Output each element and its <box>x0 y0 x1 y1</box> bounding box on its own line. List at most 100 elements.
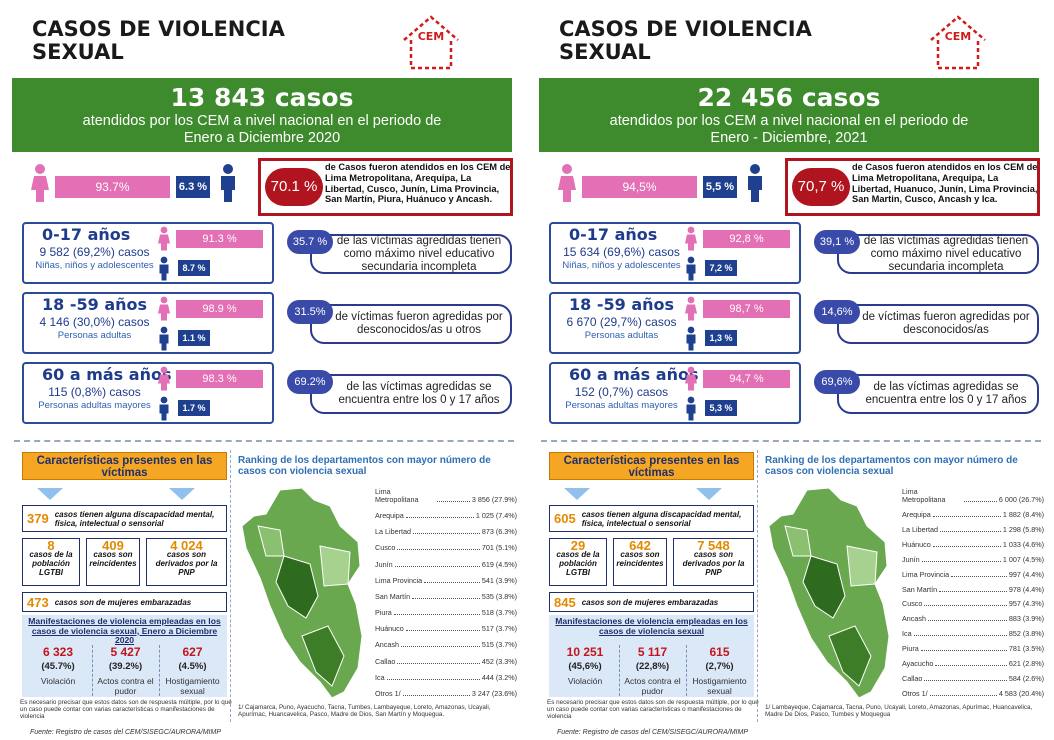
arrows <box>564 488 722 500</box>
panel: CASOS DE VIOLENCIA SEXUAL CEM 22 456 casos… <box>527 0 1049 740</box>
woman-icon-part <box>685 374 697 391</box>
man-icon <box>686 256 696 281</box>
ranking-value: 584 (2.6%) <box>1008 674 1044 684</box>
ranking-name: Huánuco <box>902 539 931 549</box>
case-text: casos son reincidentes <box>616 550 664 568</box>
man-icon-part <box>160 396 168 404</box>
age-box: 0-17 años 15 634 (69,6%) casos Niñas, niño… <box>549 222 801 284</box>
man-icon-part <box>159 264 169 281</box>
woman-icon-part <box>158 304 170 321</box>
case-text: casos de la población LGTBI <box>29 550 73 577</box>
map <box>768 487 890 699</box>
ranking-item: Cusco 957 (4.3%) <box>902 600 1044 608</box>
case-value: 4 024 <box>170 538 203 553</box>
logo-text: CEM <box>944 30 972 43</box>
cem-text: de Casos fueron atendidos en los CEM de … <box>852 162 1038 205</box>
ranking-item: La Libertad 1 298 (5.8%) <box>902 524 1044 534</box>
leader <box>935 665 1007 667</box>
woman-icon-part <box>558 176 576 202</box>
age-box: 60 a más años 115 (0,8%) casos Personas ad… <box>22 362 274 424</box>
leader <box>393 614 480 616</box>
manifest-percent: (45.7%) <box>41 661 75 672</box>
map-part <box>784 525 812 557</box>
disability-box: 605 casos tienen alguna discapacidad ment… <box>549 505 754 532</box>
man-icon-part <box>160 256 168 264</box>
map-part <box>828 625 872 687</box>
manifest-col: 627 (4.5%) Hostigamiento sexual <box>159 645 225 696</box>
ranking-value: 619 (4.5%) <box>481 559 517 569</box>
age-label: 0-17 años <box>42 225 131 244</box>
age-count: 4 146 (30,0%) casos <box>39 315 150 329</box>
woman-icon-part <box>685 304 697 321</box>
leader <box>913 635 1007 637</box>
ranking-item: Callao 584 (2.6%) <box>902 675 1044 683</box>
subtitle: atendidos por los CEM a nivel nacional e… <box>82 113 442 146</box>
leader <box>400 646 480 648</box>
separator <box>230 450 231 722</box>
disability-value: 605 <box>554 511 576 526</box>
woman-icon <box>685 226 697 251</box>
ranking-name: Piura <box>375 608 392 618</box>
manifest-percent: (4.5%) <box>178 661 207 672</box>
man-icon <box>159 256 169 281</box>
stat-text: de víctimas fueron agredidas por descono… <box>310 304 512 344</box>
ranking-value: 781 (3.5%) <box>1008 644 1044 654</box>
case-value: 29 <box>570 538 586 553</box>
ranking-title: Ranking de los departamentos con mayor n… <box>238 455 491 477</box>
ranking-item: Otros 1/3 247 (23.6%) <box>375 689 517 698</box>
ranking-value: 701 (5.1%) <box>481 543 517 553</box>
female-share: 93.7% <box>55 176 170 198</box>
logo <box>930 15 986 70</box>
manifest-percent: (22,8%) <box>635 661 670 672</box>
stat-percent: 39,1 % <box>814 230 860 254</box>
ranking-value: 978 (4.4%) <box>1008 584 1044 594</box>
age-label: 0-17 años <box>569 225 658 244</box>
ranking-list: Lima Metropolitana 3 856 (27.9%) Arequipa 1… <box>375 488 517 698</box>
ranking-item: Ica 444 (3.2%) <box>375 672 517 682</box>
case-box: 29 casos de la población LGTBI <box>549 538 607 586</box>
map-part <box>275 555 319 619</box>
age-female: 98.3 % <box>176 370 263 388</box>
characteristics-title: Características presentes en las víctima… <box>549 452 754 480</box>
manifest-label: Violación <box>40 676 76 686</box>
man-icon-part <box>748 176 762 202</box>
man-icon <box>159 396 169 421</box>
age-count: 9 582 (69,2%) casos <box>39 245 150 259</box>
age-female: 92,8 % <box>703 230 790 248</box>
woman-icon <box>558 164 576 202</box>
manifest-col: 615 (2,7%) Hostigamiento sexual <box>686 645 752 696</box>
age-female: 94,7 % <box>703 370 790 388</box>
cem-text: de Casos fueron atendidos en los CEM de … <box>325 162 511 205</box>
ranking-name: Ayacucho <box>902 659 934 669</box>
ranking-item: La Libertad 873 (6.3%) <box>375 528 517 536</box>
woman-icon-part <box>158 234 170 251</box>
separator <box>541 440 1041 442</box>
ranking-value: 535 (3.8%) <box>481 591 517 601</box>
ranking-name: La Libertad <box>375 527 411 537</box>
age-label: 60 a más años <box>569 365 699 384</box>
manifest-value: 5 427 <box>110 645 141 659</box>
woman-icon-part <box>160 296 168 304</box>
age-count: 115 (0,8%) casos <box>48 385 141 399</box>
ranking-name: La Libertad <box>902 524 938 534</box>
ranking-value: 997 (4.4%) <box>1008 569 1044 579</box>
woman-icon-part <box>687 366 695 374</box>
ranking-item: Arequipa 1 025 (7.4%) <box>375 512 517 520</box>
ranking-name: Lima Provincia <box>902 569 950 579</box>
separator <box>14 440 514 442</box>
ranking-value: 1 298 (5.8%) <box>1002 524 1044 534</box>
man-icon <box>686 326 696 351</box>
map-part <box>301 625 345 687</box>
man-icon-part <box>159 404 169 421</box>
separator <box>757 450 758 722</box>
ranking-value: 518 (3.7%) <box>481 608 517 618</box>
case-value: 8 <box>47 538 55 553</box>
manifest-col: 5 427 (39.2%) Actos contra el pudor <box>92 645 158 696</box>
ranking-name: Cusco <box>375 543 396 553</box>
age-male: 1.1 % <box>178 330 210 346</box>
ranking-value: 444 (3.2%) <box>481 672 517 682</box>
leader <box>929 694 997 696</box>
manifest-value: 10 251 <box>566 645 604 659</box>
age-box: 18 -59 años 4 146 (30,0%) casos Personas a… <box>22 292 274 354</box>
leader <box>412 533 480 535</box>
